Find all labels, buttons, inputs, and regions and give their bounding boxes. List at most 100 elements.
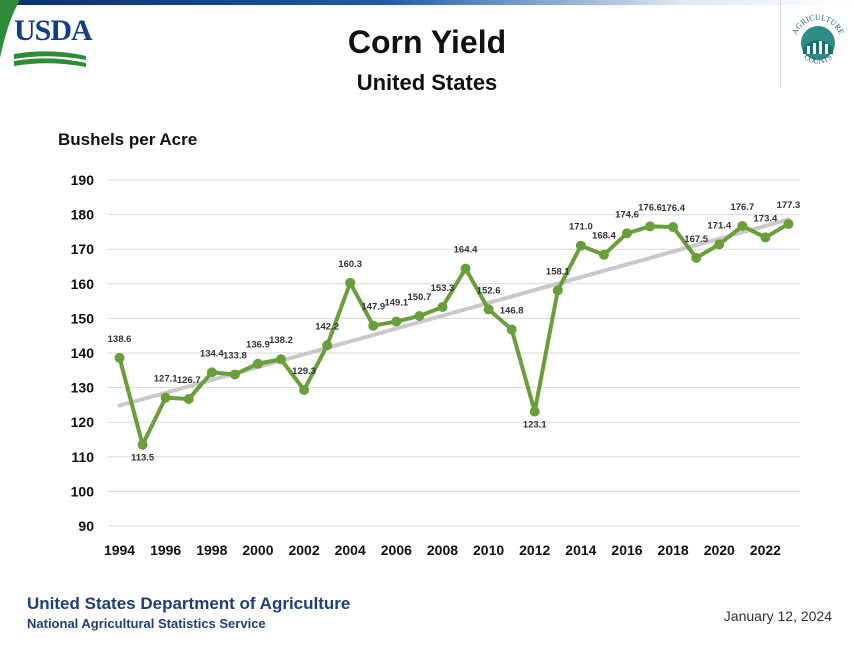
data-label: 167.5 [684, 234, 708, 245]
usda-logo-text: USDA [14, 14, 93, 47]
data-label: 138.2 [269, 335, 293, 346]
data-label: 173.4 [754, 213, 778, 224]
data-point [114, 352, 125, 363]
footer-department: United States Department of Agriculture [27, 594, 351, 613]
data-label: 149.1 [384, 298, 408, 309]
data-label: 147.9 [361, 302, 385, 313]
data-label: 138.6 [108, 334, 132, 345]
data-label: 150.7 [408, 292, 432, 303]
x-tick-label: 2006 [381, 542, 412, 558]
chart-subtitle: United States [356, 70, 498, 95]
data-label: 134.4 [200, 348, 224, 359]
x-tick-label: 2012 [519, 542, 550, 558]
data-label: 177.3 [777, 200, 801, 211]
data-point [252, 358, 263, 369]
y-tick-label: 140 [71, 345, 95, 361]
y-tick-label: 110 [71, 449, 94, 465]
data-label: 176.6 [638, 202, 662, 213]
yield-series-line [117, 221, 791, 447]
y-axis-label: Bushels per Acre [58, 130, 198, 149]
data-label: 176.7 [730, 202, 754, 213]
x-tick-label: 1996 [150, 542, 181, 558]
data-point [368, 320, 379, 331]
data-point [668, 222, 679, 233]
x-tick-label: 2022 [750, 542, 781, 558]
x-tick-label: 2008 [427, 542, 458, 558]
footer-service: National Agricultural Statistics Service [27, 616, 266, 631]
y-tick-label: 100 [71, 483, 95, 499]
data-point [691, 252, 702, 263]
data-label: 160.3 [338, 259, 362, 270]
data-point [552, 285, 563, 296]
data-point [229, 369, 240, 380]
top-banner-band [0, 0, 854, 5]
data-point [622, 228, 632, 239]
data-point [714, 239, 725, 250]
footer-date: January 12, 2024 [723, 608, 832, 624]
data-label: 174.6 [615, 209, 639, 220]
data-point [506, 324, 517, 335]
data-label: 126.7 [177, 375, 201, 386]
y-tick-label: 120 [71, 414, 95, 430]
corner-swoosh [0, 0, 20, 58]
x-tick-label: 2018 [658, 542, 689, 558]
data-point [460, 263, 471, 274]
seal-bottom-text: COUNTS [802, 52, 834, 66]
data-label: 164.4 [454, 245, 478, 256]
y-tick-label: 170 [71, 241, 95, 257]
x-tick-label: 2014 [565, 542, 596, 558]
data-point [737, 221, 748, 232]
data-label: 142.2 [315, 321, 339, 332]
data-label: 113.5 [131, 453, 155, 464]
data-point [299, 385, 310, 396]
data-label: 127.1 [154, 374, 178, 385]
x-tick-label: 1994 [104, 542, 135, 558]
data-label: 158.1 [546, 266, 570, 277]
x-tick-label: 2016 [611, 542, 642, 558]
x-tick-label: 2010 [473, 542, 504, 558]
data-point [529, 406, 540, 417]
data-point [322, 340, 333, 351]
y-tick-label: 90 [78, 518, 94, 534]
data-point [645, 221, 656, 232]
data-point [391, 316, 402, 327]
data-point [414, 310, 425, 321]
data-point [137, 439, 148, 450]
y-tick-label: 130 [71, 380, 95, 396]
data-point [276, 354, 286, 365]
axis-layer: 90 100 110 120 130 140 150 160 170 180 190 1994 1996… [71, 172, 782, 558]
y-tick-label: 180 [71, 207, 95, 223]
data-point [598, 249, 609, 260]
data-point [160, 392, 171, 403]
data-point [575, 240, 586, 251]
agriculture-counts-seal: AGRICULTURE COUNTS [780, 0, 854, 88]
x-tick-label: 2000 [242, 542, 273, 558]
chart-title: Corn Yield [347, 24, 507, 60]
y-tick-label: 150 [71, 310, 95, 326]
y-tick-label: 190 [71, 172, 95, 188]
data-label: 168.4 [592, 231, 616, 242]
data-label: 129.3 [292, 366, 316, 377]
data-label: 133.8 [223, 350, 247, 361]
seal-icon: AGRICULTURE COUNTS [790, 13, 846, 66]
y-tick-label: 160 [71, 276, 95, 292]
data-point [345, 277, 356, 288]
data-point [783, 218, 794, 229]
data-label: 176.4 [661, 203, 685, 214]
data-point [760, 232, 771, 243]
data-point [437, 301, 448, 312]
x-tick-label: 2020 [704, 542, 735, 558]
data-point [483, 304, 494, 315]
data-label: 123.1 [523, 419, 547, 430]
x-tick-label: 2002 [288, 542, 319, 558]
x-tick-label: 1998 [196, 542, 227, 558]
data-point [183, 394, 194, 405]
series-layer [114, 218, 794, 450]
x-tick-label: 2004 [335, 542, 366, 558]
data-label: 136.9 [246, 340, 270, 351]
data-label: 152.6 [477, 285, 501, 296]
data-label: 153.3 [431, 283, 455, 294]
data-label: 171.4 [707, 220, 731, 231]
